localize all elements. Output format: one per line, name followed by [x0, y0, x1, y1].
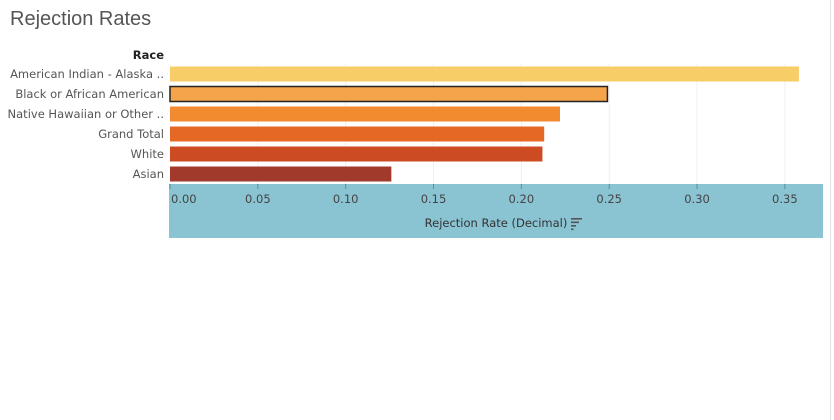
tick-label: 0.25	[596, 192, 622, 206]
category-label[interactable]: Native Hawaiian or Other ..	[8, 107, 164, 121]
bars	[169, 66, 799, 182]
chart-title: Rejection Rates	[10, 8, 152, 30]
grid-lines	[257, 64, 786, 184]
category-label[interactable]: Grand Total	[98, 127, 164, 141]
tick-label: 0.15	[421, 192, 447, 206]
bar[interactable]	[170, 166, 392, 182]
category-label[interactable]: Asian	[133, 167, 164, 181]
tick-label: 0.30	[684, 192, 710, 206]
tick-label: 0.20	[509, 192, 535, 206]
x-axis-title[interactable]: Rejection Rate (Decimal)	[425, 216, 568, 230]
divider	[830, 0, 831, 420]
tick-label: 0.35	[772, 192, 798, 206]
bar[interactable]	[170, 146, 543, 162]
sort-descending-icon[interactable]	[571, 218, 582, 231]
tick-label: 0.10	[333, 192, 359, 206]
tick-label: 0.05	[245, 192, 271, 206]
x-axis-ticks: 0.00 0.05 0.10 0.15 0.20 0.25 0.30 0.35	[169, 184, 798, 206]
category-label[interactable]: Black or African American	[15, 87, 164, 101]
bar[interactable]	[170, 66, 799, 82]
bar[interactable]	[170, 126, 545, 142]
category-labels: American Indian - Alaska .. Black or Afri…	[8, 67, 164, 181]
bar[interactable]	[169, 85, 609, 103]
tick-label: 0.00	[171, 192, 197, 206]
x-axis-band[interactable]	[169, 184, 823, 238]
bar[interactable]	[170, 106, 560, 122]
category-label[interactable]: American Indian - Alaska ..	[10, 67, 164, 81]
row-header[interactable]: Race	[133, 48, 164, 62]
category-label[interactable]: White	[131, 147, 164, 161]
